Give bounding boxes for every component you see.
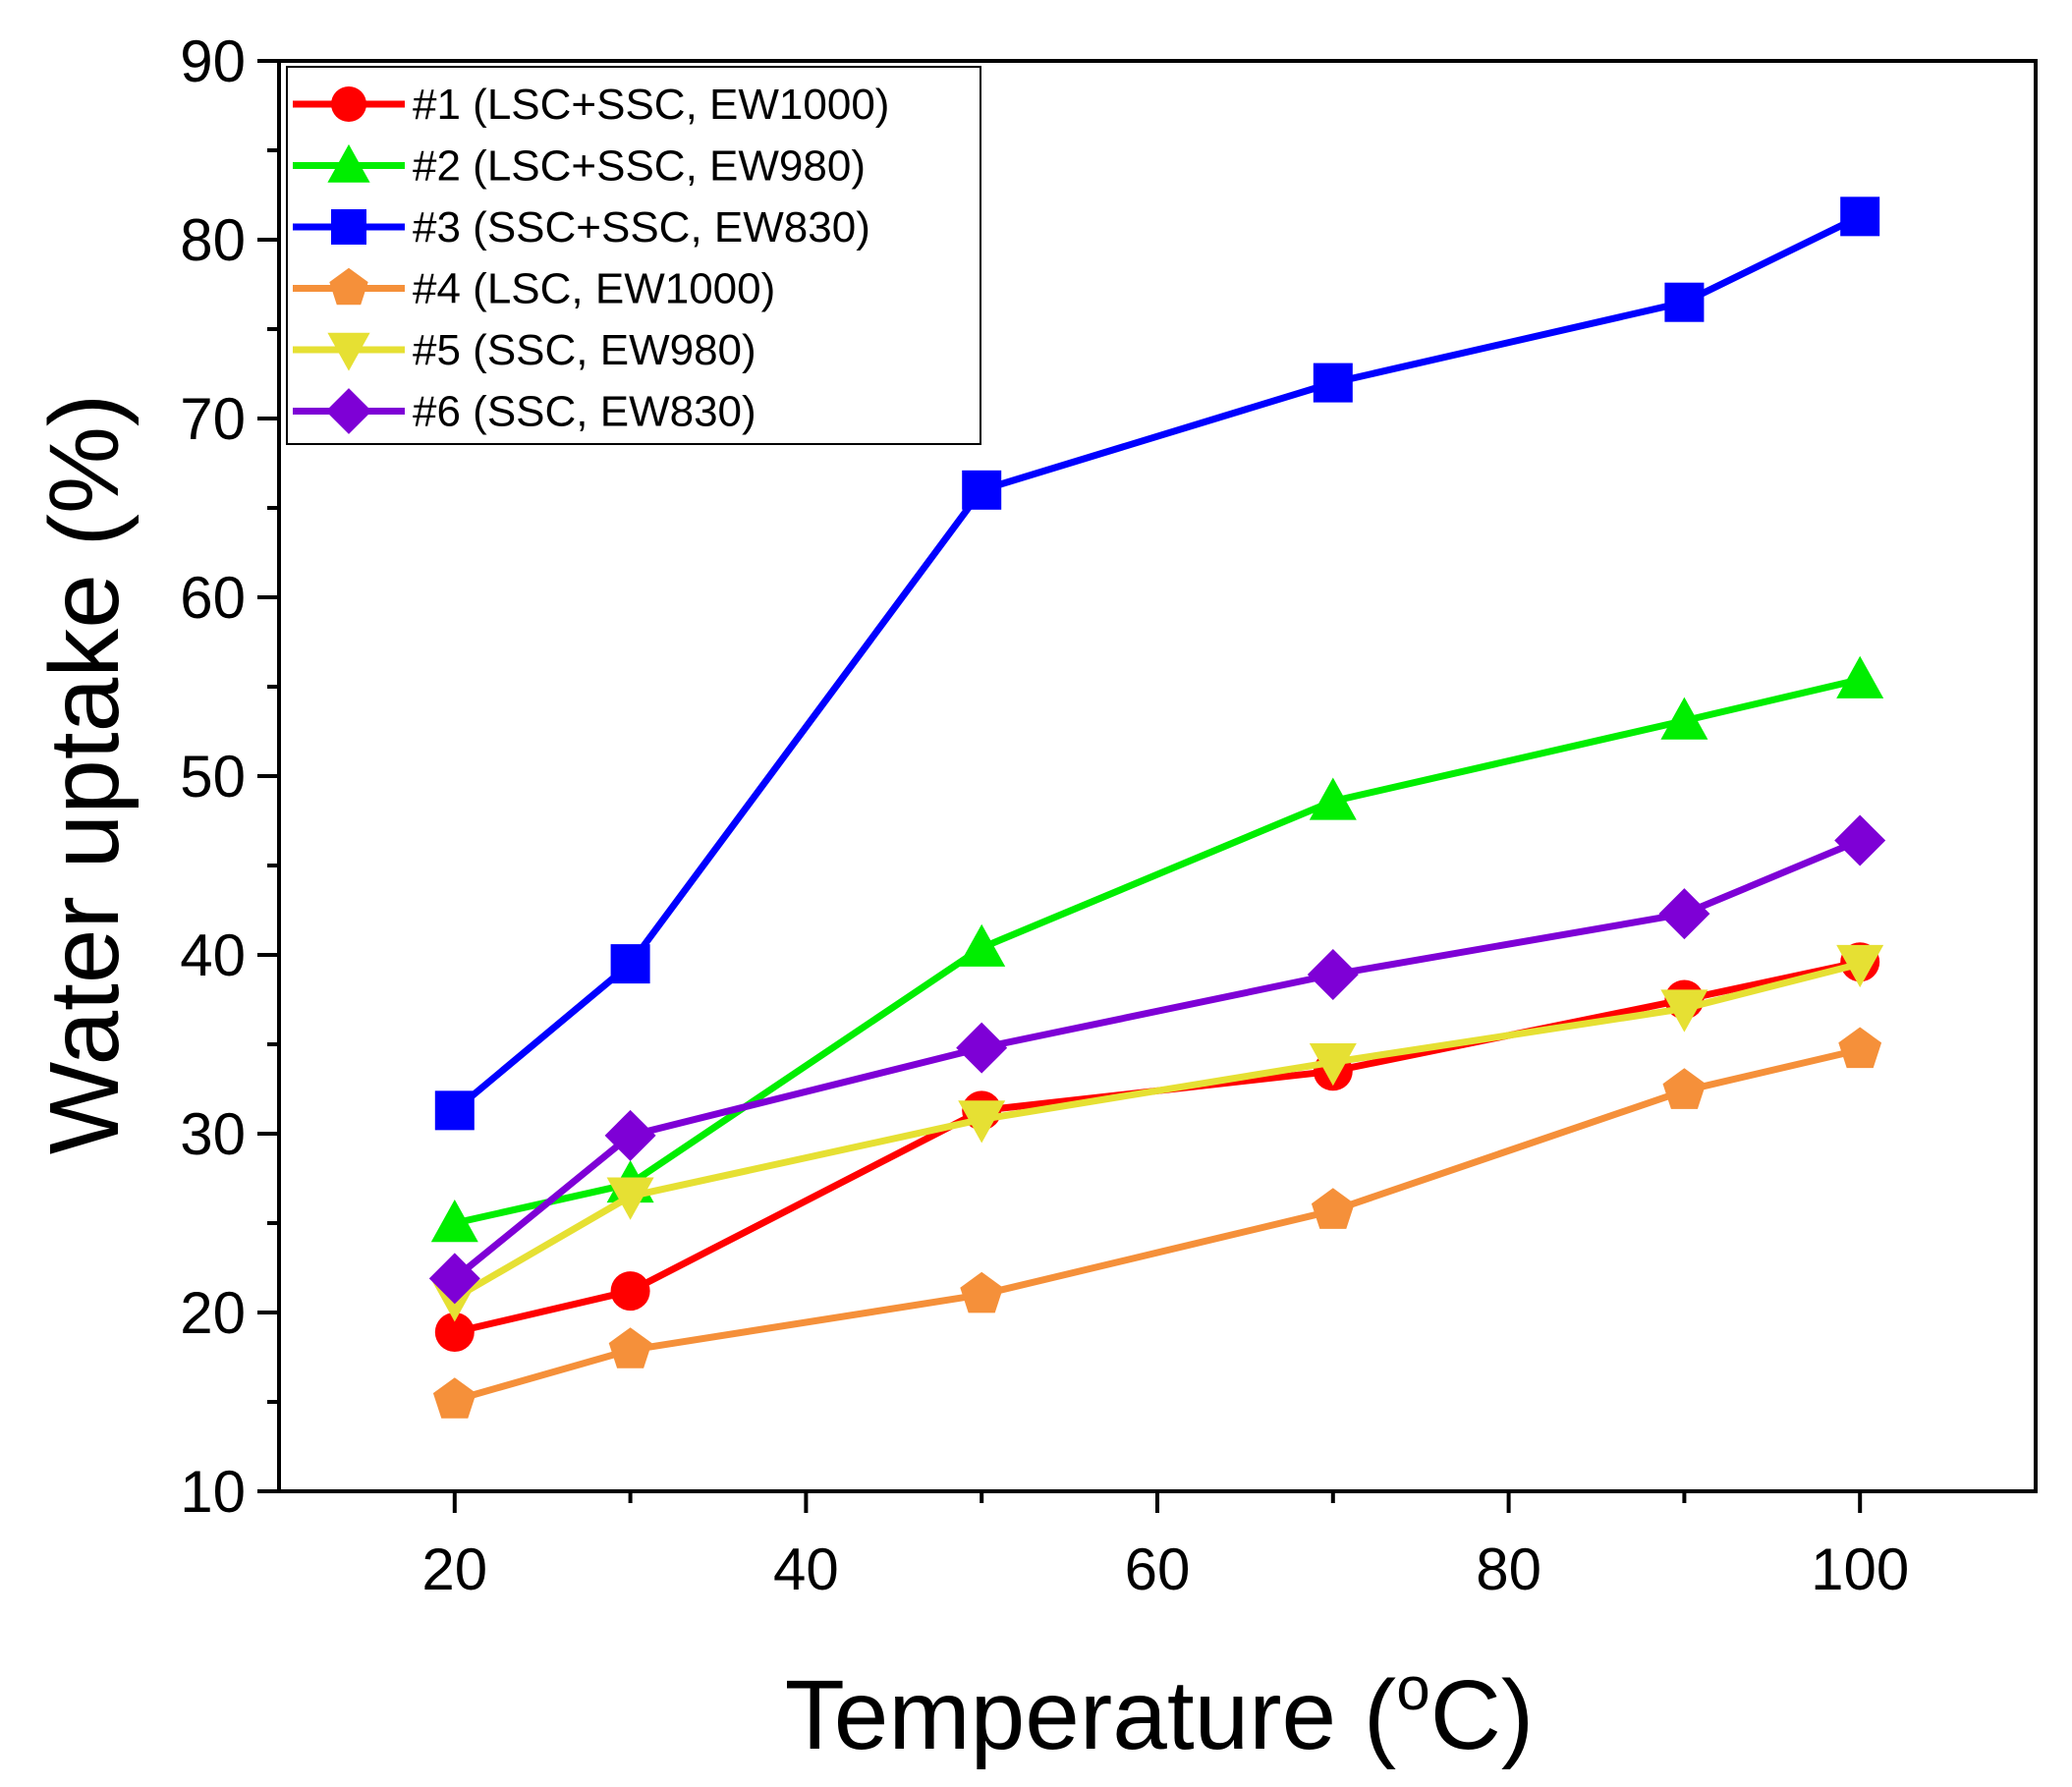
y-axis-title: Water uptake (%) <box>29 394 140 1154</box>
series-group <box>428 814 1886 1305</box>
legend-item: #2 (LSC+SSC, EW980) <box>293 142 866 191</box>
y-tick-label: 60 <box>180 565 246 631</box>
legend-box <box>286 66 981 445</box>
data-point <box>604 1109 656 1161</box>
legend-label: #6 (SSC, EW830) <box>413 388 756 436</box>
legend: #1 (LSC+SSC, EW1000) #2 (LSC+SSC, EW980) #… <box>286 66 981 445</box>
legend-label: #2 (LSC+SSC, EW980) <box>413 142 866 191</box>
y-tick-label: 40 <box>180 922 246 988</box>
data-point <box>331 209 366 245</box>
data-point <box>432 1377 476 1419</box>
data-point <box>1836 655 1884 698</box>
data-point <box>608 1327 652 1368</box>
legend-label: #4 (LSC, EW1000) <box>413 265 775 313</box>
legend-label: #3 (SSC+SSC, EW830) <box>413 203 870 251</box>
data-point <box>1309 777 1357 820</box>
series-line <box>452 837 1862 1282</box>
legend-item: #1 (LSC+SSC, EW1000) <box>293 81 889 129</box>
x-axis-title-main: Temperature ( <box>785 1660 1396 1770</box>
data-point <box>430 1200 478 1243</box>
legend-label: #1 (LSC+SSC, EW1000) <box>413 81 889 129</box>
data-point <box>329 267 368 306</box>
legend-label: #5 (SSC, EW980) <box>413 326 756 374</box>
legend-item: #3 (SSC+SSC, EW830) <box>293 203 870 251</box>
x-tick-label: 20 <box>421 1536 487 1602</box>
y-tick-label: 20 <box>180 1280 246 1346</box>
data-point <box>331 86 366 122</box>
data-point <box>1660 697 1708 740</box>
y-axis: 10 20 30 40 50 60 70 80 90 <box>180 28 279 1525</box>
y-tick-label: 80 <box>180 207 246 273</box>
data-point <box>1840 196 1880 237</box>
data-point <box>1838 1027 1882 1069</box>
data-point <box>1309 1043 1357 1087</box>
x-tick-label: 40 <box>773 1536 839 1602</box>
data-point <box>610 1271 650 1312</box>
data-point <box>956 1022 1008 1074</box>
data-point <box>325 388 372 434</box>
series-line <box>454 676 1861 1227</box>
x-tick-label: 60 <box>1125 1536 1191 1602</box>
data-point <box>1834 814 1886 866</box>
x-tick-label: 100 <box>1811 1536 1909 1602</box>
series-layer <box>428 196 1886 1419</box>
data-point <box>1313 363 1353 403</box>
legend-item: #6 (SSC, EW830) <box>293 388 756 436</box>
legend-item: #4 (LSC, EW1000) <box>293 265 775 313</box>
data-point <box>434 1312 475 1353</box>
series-line <box>454 958 1861 1336</box>
data-point <box>606 1177 654 1220</box>
y-tick-label: 30 <box>180 1101 246 1167</box>
y-tick-label: 50 <box>180 744 246 810</box>
x-axis-title-end: C) <box>1430 1660 1535 1770</box>
data-point <box>1658 888 1710 940</box>
series-line <box>453 960 1862 1302</box>
data-point <box>327 332 370 371</box>
data-point <box>1664 282 1705 322</box>
data-point <box>434 1090 475 1131</box>
series-group <box>432 1027 1882 1419</box>
data-point <box>962 470 1002 510</box>
data-point <box>1836 944 1884 988</box>
y-tick-label: 90 <box>180 28 246 94</box>
data-point <box>428 1253 480 1305</box>
data-point <box>1662 1068 1707 1109</box>
series-group <box>434 942 1880 1353</box>
data-point <box>958 1100 1006 1144</box>
data-point <box>1307 949 1359 1001</box>
data-point <box>1660 989 1708 1033</box>
y-tick-label: 10 <box>180 1459 246 1525</box>
legend-item: #5 (SSC, EW980) <box>293 326 756 374</box>
series-group <box>434 196 1880 1131</box>
x-axis-title: Temperature (oC) <box>785 1655 1534 1770</box>
x-axis-title-superscript: o <box>1396 1655 1429 1723</box>
data-point <box>960 1271 1004 1313</box>
data-point <box>1311 1188 1355 1229</box>
data-point <box>958 923 1006 967</box>
x-tick-label: 80 <box>1476 1536 1541 1602</box>
data-point <box>610 944 650 984</box>
x-axis: 20 40 60 80 100 <box>421 1491 1909 1602</box>
data-point <box>327 143 370 183</box>
series-line <box>453 1046 1861 1404</box>
y-tick-label: 70 <box>180 386 246 452</box>
series-line <box>452 213 1862 1113</box>
